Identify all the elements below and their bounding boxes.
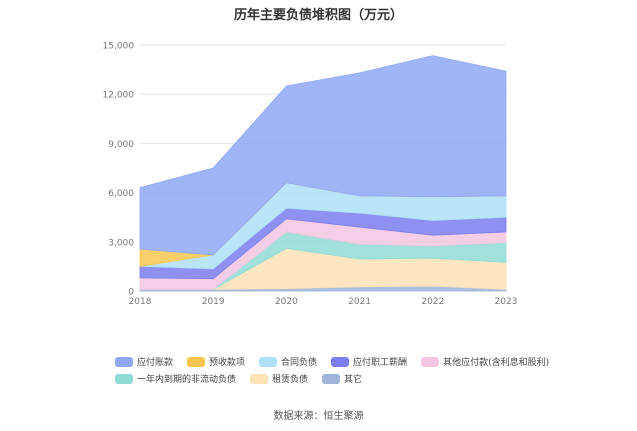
legend-label: 一年内到期的非流动负债	[137, 375, 237, 385]
legend-swatch	[259, 356, 278, 367]
legend-label: 其他应付款(含利息和股利)	[443, 358, 550, 368]
y-tick-label: 9,000	[108, 140, 134, 150]
legend-item[interactable]: 其它	[322, 372, 362, 385]
legend-item[interactable]: 应付账款	[115, 355, 173, 368]
legend-swatch	[250, 373, 269, 384]
x-tick-label: 2019	[202, 297, 225, 307]
legend-label: 合同负债	[281, 358, 318, 368]
chart-title: 历年主要负债堆积图（万元）	[233, 8, 403, 23]
legend-item[interactable]: 应付职工薪酬	[331, 355, 407, 368]
legend-row-2: 一年内到期的非流动负债 租赁负债 其它	[115, 370, 585, 387]
legend-label: 预收款项	[209, 358, 246, 368]
legend-item[interactable]: 预收款项	[187, 355, 245, 368]
y-tick-label: 6,000	[108, 189, 134, 199]
legend-row-1: 应付账款 预收款项 合同负债 应付职工薪酬 其他应付款(含利息和股利)	[115, 353, 585, 370]
legend-item[interactable]: 租赁负债	[250, 372, 308, 385]
x-tick-label: 2021	[348, 297, 371, 307]
x-tick-label: 2023	[495, 297, 518, 307]
y-tick-label: 3,000	[108, 238, 134, 248]
legend-label: 其它	[344, 375, 363, 385]
legend-label: 租赁负债	[272, 375, 309, 385]
legend-swatch	[322, 373, 341, 384]
y-tick-label: 12,000	[103, 91, 135, 101]
x-tick-label: 2022	[421, 297, 444, 307]
x-tick-label: 2020	[275, 297, 298, 307]
legend-item[interactable]: 其他应付款(含利息和股利)	[421, 355, 549, 368]
legend-label: 应付账款	[137, 358, 174, 368]
legend-item[interactable]: 一年内到期的非流动负债	[115, 372, 236, 385]
y-tick-label: 0	[128, 288, 134, 298]
y-tick-label: 15,000	[103, 42, 135, 52]
area-layer	[139, 55, 507, 292]
area-series-应付账款	[139, 55, 507, 256]
legend-swatch	[421, 356, 440, 367]
source-note: 数据来源：恒生聚源	[273, 411, 364, 422]
legend-swatch	[115, 356, 133, 367]
axis-layer: 0 3,000 6,000 9,000 12,000 15,000 2018 2019 2020…	[103, 42, 518, 308]
x-tick-label: 2018	[129, 297, 152, 307]
legend-label: 应付职工薪酬	[353, 358, 408, 368]
legend-swatch	[187, 356, 206, 367]
legend-swatch	[331, 356, 350, 367]
legend-item[interactable]: 合同负债	[259, 355, 317, 368]
legend-swatch	[115, 373, 133, 384]
legend: 应付账款 预收款项 合同负债 应付职工薪酬 其他应付款(含利息和股利) 一年内到期的非流…	[115, 353, 585, 387]
